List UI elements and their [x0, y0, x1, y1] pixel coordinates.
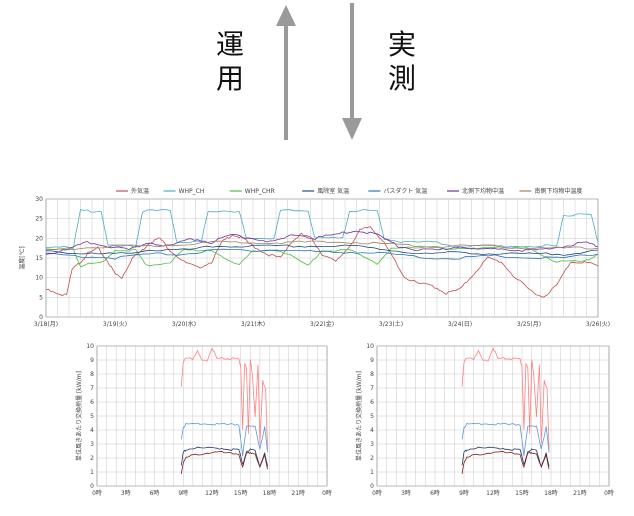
y-tick-label: 4	[90, 427, 94, 434]
y-tick-label: 10	[86, 343, 94, 350]
legend-label: パスダクト 気温	[383, 187, 427, 195]
y-tick-label: 10	[366, 343, 374, 350]
y-tick-label: 7	[90, 385, 94, 392]
y-tick-label: 30	[35, 196, 43, 203]
y-tick-label: 9	[370, 357, 374, 364]
y-tick-label: 2	[90, 455, 94, 462]
y-tick-label: 4	[370, 427, 374, 434]
legend-label: WHP_CHR	[245, 188, 275, 195]
y-tick-label: 8	[90, 371, 94, 378]
series-line-dark_blue_line	[180, 446, 268, 468]
x-tick-label: 3/23(土)	[379, 320, 403, 328]
y-tick-label: 15	[35, 255, 43, 262]
x-tick-label: 12時	[205, 489, 219, 497]
heat-exchange-chart-right: 0 1 2 3 4 5 6 7 8 9 10 0時 3時 6時 9時 12時 15時 18時 21時 0時 単位風きあた…	[355, 343, 614, 497]
heat-exchange-chart-left: 0 1 2 3 4 5 6 7 8 9 10 0時 3時 6時 9時 12時 15時 18時 21時 0時 単位風きあた…	[75, 343, 332, 497]
x-tick-label: 6時	[150, 489, 160, 497]
x-tick-label: 12時	[486, 489, 500, 497]
x-tick-label: 0時	[92, 489, 102, 497]
y-tick-label: 8	[370, 371, 374, 378]
series-line-dark_red_line	[461, 450, 550, 474]
series-line-外気温	[45, 226, 599, 298]
x-tick-label: 0時	[604, 489, 614, 497]
y-tick-label: 25	[35, 216, 43, 223]
y-tick-label: 6	[90, 399, 94, 406]
series-line-風除室 気温	[45, 244, 599, 256]
y-tick-label: 1	[370, 469, 374, 476]
y-tick-label: 3	[370, 441, 374, 448]
y-axis-label: 単位風きあたり交換熱量 [kW/m]	[75, 371, 83, 461]
y-tick-label: 6	[370, 399, 374, 406]
y-tick-label: 0	[370, 483, 374, 490]
y-tick-label: 5	[39, 294, 43, 301]
legend-label: 外気温	[131, 187, 149, 195]
series-line-北側下均物中温	[45, 230, 599, 255]
down-arrow-icon	[342, 3, 362, 140]
label-unyo: 運用	[215, 28, 244, 95]
legend-label: 南側下均物中温度	[534, 187, 582, 195]
y-tick-label: 5	[90, 413, 94, 420]
x-tick-label: 3/22(金)	[310, 320, 334, 328]
x-tick-label: 21時	[291, 489, 305, 497]
x-tick-label: 6時	[430, 489, 440, 497]
y-tick-label: 0	[90, 483, 94, 490]
y-tick-label: 0	[39, 314, 43, 321]
y-tick-label: 5	[370, 413, 374, 420]
x-tick-label: 3/25(月)	[517, 321, 541, 328]
x-tick-label: 3/19(火)	[103, 321, 127, 328]
y-tick-label: 2	[370, 455, 374, 462]
up-arrow-icon	[276, 5, 296, 140]
series-line-dark_blue_line	[461, 446, 550, 468]
x-tick-label: 3/20(水)	[172, 320, 196, 328]
y-axis-label: 温度[℃]	[18, 246, 26, 269]
x-tick-label: 0時	[322, 489, 332, 497]
x-tick-label: 3時	[401, 489, 411, 497]
x-tick-label: 9時	[459, 489, 469, 497]
series-line-dark_red_line	[180, 450, 268, 474]
label-jissoku: 実測	[387, 28, 416, 95]
x-tick-label: 15時	[234, 489, 248, 497]
series-line-red_line	[461, 347, 550, 450]
series-line-パスダクト 気温	[45, 248, 599, 260]
x-tick-label: 9時	[178, 489, 188, 497]
x-tick-label: 3/18(月)	[34, 321, 58, 328]
legend-label: WHP_CH	[179, 188, 205, 195]
series-line-blue_line	[461, 422, 550, 457]
series-line-blue_line	[180, 422, 268, 457]
x-tick-label: 0時	[372, 489, 382, 497]
y-tick-label: 7	[370, 385, 374, 392]
y-tick-label: 3	[90, 441, 94, 448]
series-line-WHP_CHR	[45, 246, 599, 268]
y-tick-label: 20	[35, 235, 43, 242]
series-line-red_line	[180, 347, 268, 450]
x-tick-label: 21時	[573, 489, 587, 497]
x-tick-label: 3/21(木)	[241, 320, 265, 328]
y-axis-label: 単位風きあたり交換熱量 [kW/m]	[355, 371, 363, 461]
y-tick-label: 1	[90, 469, 94, 476]
series-line-WHP_CH	[45, 208, 599, 248]
x-tick-label: 18時	[544, 489, 558, 497]
direction-arrows	[276, 3, 362, 140]
legend-label: 北側下均物中温	[462, 187, 504, 195]
legend-label: 風除室 気温	[317, 187, 349, 195]
y-tick-label: 9	[90, 357, 94, 364]
x-tick-label: 3/26(火)	[586, 321, 610, 328]
temperature-chart: 0 5 10 15 20 25 30 3/18(月) 3/19(火) 3/20(水) 3/21(木)…	[18, 187, 610, 328]
x-tick-label: 3/24(日)	[448, 321, 472, 328]
x-tick-label: 15時	[515, 489, 529, 497]
x-tick-label: 18時	[263, 489, 277, 497]
y-tick-label: 10	[35, 275, 43, 282]
x-tick-label: 3時	[121, 489, 131, 497]
series-line-南側下均物中温度	[45, 240, 599, 251]
